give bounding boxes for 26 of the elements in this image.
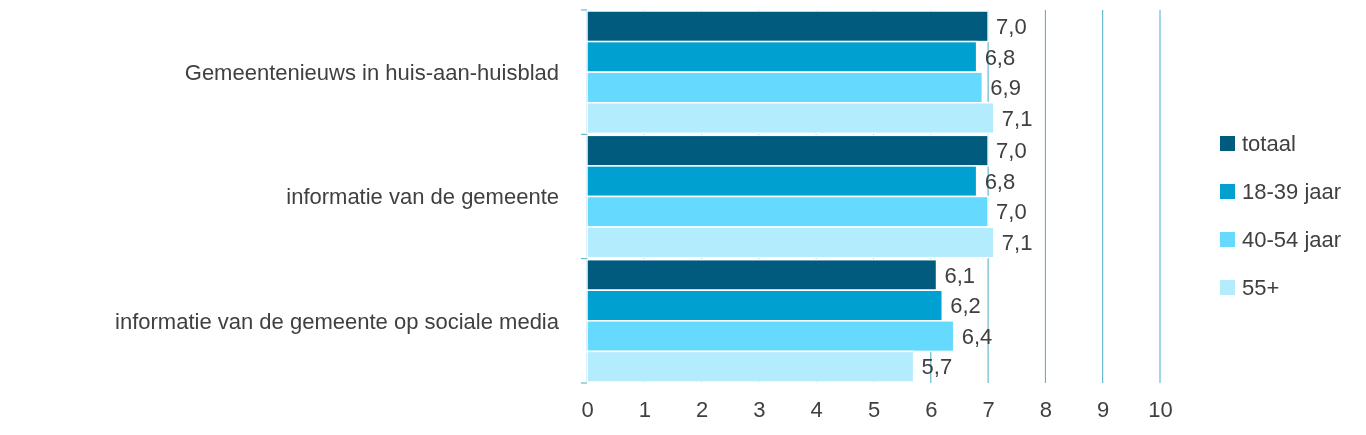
x-tick-label: 7: [982, 396, 995, 422]
x-tick-label: 6: [925, 396, 938, 422]
legend-label: totaal: [1242, 130, 1296, 156]
y-tick-label: Gemeentenieuws in huis-aan-huisblad: [184, 59, 559, 85]
x-tick-label: 10: [1148, 396, 1173, 422]
x-tick-label: 0: [581, 396, 594, 422]
legend-label: 55+: [1242, 274, 1280, 300]
y-tick-label: informatie van de gemeente: [286, 184, 559, 210]
data-label: 6,1: [944, 262, 976, 288]
data-label: 7,0: [996, 13, 1027, 39]
x-tick-label: 8: [1039, 396, 1053, 422]
legend-label: 40-54 jaar: [1242, 226, 1342, 252]
x-tick-label: 4: [810, 396, 823, 422]
data-label: 6,2: [950, 293, 981, 319]
data-label: 7,1: [1001, 230, 1033, 256]
x-tick-label: 9: [1097, 396, 1110, 422]
x-tick-label: 2: [695, 396, 709, 422]
x-tick-label: 5: [867, 396, 881, 422]
data-label: 7,1: [1001, 105, 1033, 131]
data-label: 6,9: [990, 75, 1021, 101]
legend-label: 18-39 jaar: [1242, 178, 1342, 204]
x-tick-label: 1: [638, 396, 651, 422]
data-label: 7,0: [996, 199, 1027, 225]
y-tick-label: informatie van de gemeente op sociale media: [115, 308, 560, 334]
x-tick-label: 3: [753, 396, 766, 422]
data-label: 7,0: [996, 138, 1027, 164]
